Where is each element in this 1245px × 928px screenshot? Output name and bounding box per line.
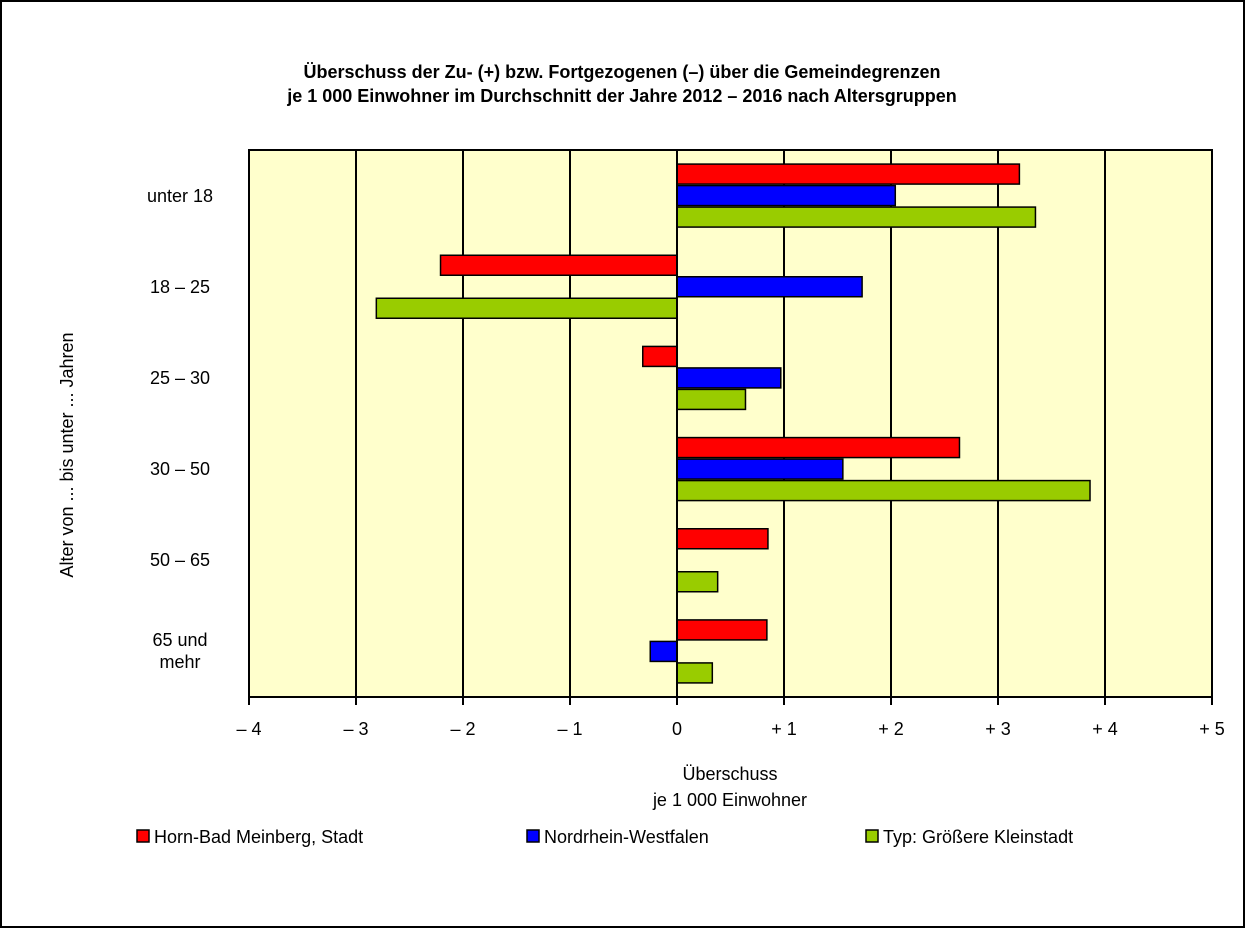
x-tick-label: + 4 <box>1092 719 1118 739</box>
x-tick-label: + 3 <box>985 719 1011 739</box>
bar <box>676 367 782 389</box>
bar <box>676 479 1091 502</box>
x-tick-label: + 1 <box>771 719 797 739</box>
legend-label: Nordrhein-Westfalen <box>544 827 709 847</box>
y-tick-label: 65 und mehr <box>152 630 208 673</box>
x-tick-label: – 3 <box>343 719 368 739</box>
x-tick-label: – 1 <box>557 719 582 739</box>
legend-swatch <box>865 829 879 843</box>
x-tick-label: + 5 <box>1199 719 1225 739</box>
legend-label: Horn-Bad Meinberg, Stadt <box>154 827 363 847</box>
x-tick-label: + 2 <box>878 719 904 739</box>
bar <box>676 662 714 684</box>
chart-title: Überschuss der Zu- (+) bzw. Fortgezogene… <box>304 62 941 82</box>
y-axis-title: Alter von ... bis unter ... Jahren <box>57 332 77 577</box>
x-tick-label: – 4 <box>236 719 261 739</box>
y-tick-label: 50 – 65 <box>149 550 211 571</box>
bar <box>439 254 678 276</box>
bar <box>676 528 769 550</box>
y-tick-label: 30 – 50 <box>149 459 211 480</box>
x-axis-title: je 1 000 Einwohner <box>652 790 807 810</box>
bar <box>676 619 768 641</box>
x-tick-label: – 2 <box>450 719 475 739</box>
bar <box>676 276 863 298</box>
bar <box>676 206 1037 228</box>
plot-area <box>248 149 1213 698</box>
bar <box>676 163 1021 185</box>
legend-swatch <box>526 829 540 843</box>
legend-swatch <box>136 829 150 843</box>
y-tick-label: unter 18 <box>146 185 214 206</box>
bar <box>676 458 844 480</box>
x-tick-label: 0 <box>672 719 682 739</box>
bar <box>676 184 897 207</box>
chart-title: je 1 000 Einwohner im Durchschnitt der J… <box>286 86 957 106</box>
bar <box>676 571 719 593</box>
legend-label: Typ: Größere Kleinstadt <box>883 827 1073 847</box>
bar <box>642 345 678 368</box>
bar <box>649 640 678 663</box>
bar <box>375 297 678 319</box>
bar <box>676 388 747 411</box>
x-axis-title: Überschuss <box>682 764 777 784</box>
bar <box>676 436 961 459</box>
y-tick-label: 25 – 30 <box>149 367 211 388</box>
y-tick-label: 18 – 25 <box>149 276 211 297</box>
